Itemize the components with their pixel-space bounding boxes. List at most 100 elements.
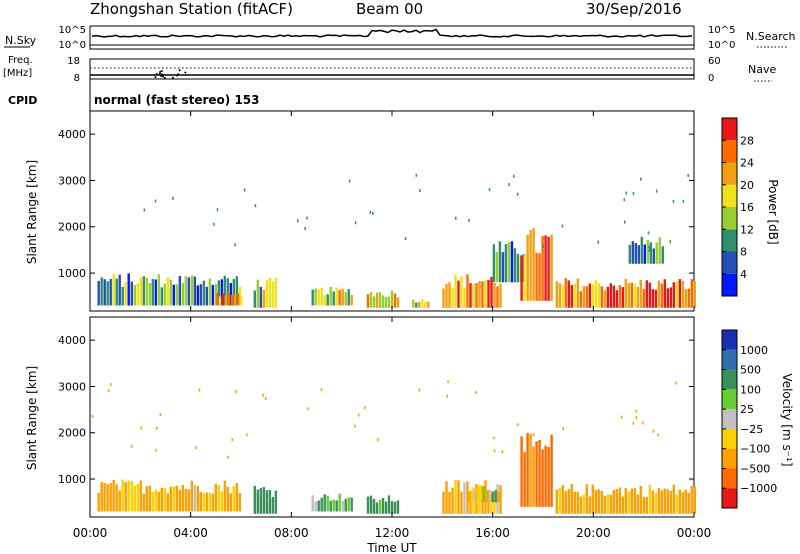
heatmap-cell xyxy=(396,500,400,514)
heatmap-cell xyxy=(100,482,103,512)
heatmap-cell xyxy=(485,490,488,503)
heatmap-cell xyxy=(329,287,332,306)
scatter-echo xyxy=(532,433,535,437)
heatmap-cell xyxy=(145,486,148,512)
heatmap-cell xyxy=(493,283,496,308)
heatmap-cell xyxy=(175,485,178,512)
heatmap-cell xyxy=(603,495,606,514)
power-colorbar-segment xyxy=(722,229,737,252)
power-colorbar-tick-label: 16 xyxy=(740,201,754,214)
heatmap-cell xyxy=(338,290,341,306)
freq-dip-dot xyxy=(171,76,174,79)
heatmap-cell xyxy=(494,490,497,503)
nave-tick-bottom: 0 xyxy=(708,73,714,84)
heatmap-cell xyxy=(127,273,130,306)
scatter-echo xyxy=(91,414,94,418)
heatmap-cell xyxy=(317,500,320,512)
freq-tick-top: 18 xyxy=(67,56,80,67)
heatmap-cell xyxy=(636,494,639,514)
scatter-echo xyxy=(418,388,421,392)
heatmap-cell xyxy=(329,500,332,512)
heatmap-cell xyxy=(157,492,160,512)
heatmap-cell xyxy=(475,283,478,308)
heatmap-cell xyxy=(121,479,124,512)
heatmap-cell xyxy=(639,486,642,514)
heatmap-cell xyxy=(217,280,220,306)
heatmap-cell xyxy=(564,278,567,308)
scatter-echo xyxy=(642,421,644,425)
heatmap-cell xyxy=(323,494,326,512)
velocity-ylabel: Slant Range [km] xyxy=(25,366,39,470)
heatmap-cell xyxy=(445,481,448,514)
power-colorbar-tick-label: 24 xyxy=(740,157,754,170)
heatmap-cell xyxy=(594,279,597,308)
velocity-colorbar-tick-label: 25 xyxy=(740,403,754,416)
scatter-echo xyxy=(297,219,299,223)
power-colorbar-segment xyxy=(722,207,737,230)
heatmap-cell xyxy=(690,279,693,308)
heatmap-cell xyxy=(526,432,529,507)
scatter-echo xyxy=(468,218,470,222)
heatmap-cell xyxy=(675,281,678,308)
heatmap-cell xyxy=(381,295,385,308)
colorbars: 4 8 12 16 20 24 28 1000 500 100 25 −25 −100 −500 −1000 xyxy=(721,117,777,509)
heatmap-cell xyxy=(476,488,479,503)
x-tick-label: 00:00 xyxy=(677,526,712,540)
heatmap-cell xyxy=(335,287,338,306)
heatmap-cell xyxy=(573,491,576,514)
heatmap-cell xyxy=(541,236,544,301)
scatter-echo xyxy=(455,216,457,220)
freq-dip-dot xyxy=(163,76,166,79)
cpid-label: CPID xyxy=(8,94,37,107)
freq-dip-dot xyxy=(161,75,164,78)
heatmap-cell xyxy=(163,487,166,512)
heatmap-cell xyxy=(666,489,669,514)
heatmap-cell xyxy=(588,283,591,308)
scatter-echo xyxy=(140,426,143,430)
heatmap-cell xyxy=(378,499,382,514)
heatmap-cell xyxy=(314,501,317,512)
scatter-echo xyxy=(110,383,112,386)
freq-dip-dot xyxy=(160,70,163,73)
x-tick-label: 16:00 xyxy=(475,526,510,540)
heatmap-cell xyxy=(555,489,558,514)
heatmap-cell xyxy=(657,488,660,514)
scatter-echo xyxy=(675,381,677,385)
scatter-echo xyxy=(640,177,642,181)
velocity-colorbar-segment xyxy=(722,369,737,390)
freq-strip: Freq. [MHz] 18 8 60 0 Nave xyxy=(3,55,776,84)
freq-dip-dot xyxy=(184,71,187,74)
heatmap-cell xyxy=(624,488,627,514)
heatmap-cell xyxy=(520,255,523,301)
heatmap-cell xyxy=(256,279,259,308)
heatmap-cell xyxy=(490,276,493,308)
heatmap-cell xyxy=(103,279,106,306)
scatter-echo xyxy=(635,415,638,419)
freq-dip-dot xyxy=(158,72,161,75)
heatmap-cell xyxy=(217,485,220,512)
heatmap-cell xyxy=(369,292,373,308)
heatmap-cell xyxy=(187,277,190,306)
heatmap-cell xyxy=(535,441,538,507)
heatmap-cell xyxy=(205,286,208,306)
heatmap-cell xyxy=(375,292,379,308)
heatmap-cell xyxy=(274,490,277,514)
heatmap-cell xyxy=(166,493,169,512)
heatmap-cell xyxy=(109,482,112,512)
x-tick-label: 08:00 xyxy=(274,526,309,540)
heatmap-cell xyxy=(576,278,579,308)
heatmap-cell xyxy=(615,290,618,308)
heatmap-cell xyxy=(253,485,256,514)
scatter-echo xyxy=(107,389,110,393)
heatmap-cell xyxy=(220,279,223,306)
heatmap-cell xyxy=(445,283,448,308)
heatmap-cell xyxy=(193,484,196,512)
heatmap-cell xyxy=(442,491,445,514)
heatmap-cell xyxy=(597,489,600,514)
velocity-colorbar-frame xyxy=(721,329,738,509)
heatmap-cell xyxy=(640,236,643,264)
heatmap-cell xyxy=(232,279,235,306)
scatter-echo xyxy=(195,446,197,450)
power-colorbar-segment xyxy=(722,184,737,207)
scatter-echo xyxy=(562,427,564,431)
